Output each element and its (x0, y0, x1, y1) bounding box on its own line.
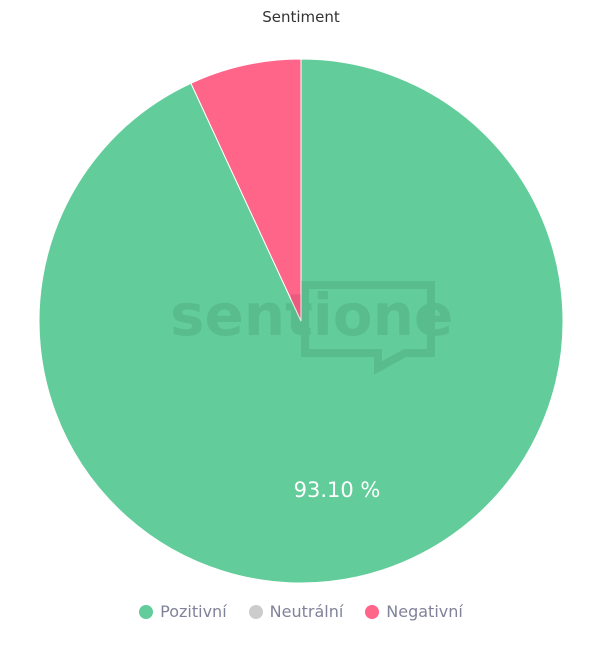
watermark-text: sentione (170, 281, 453, 349)
legend-item-positive[interactable]: Pozitivní (139, 602, 227, 621)
legend-marker-positive (139, 604, 154, 619)
pie-chart: sentione 93.10 % (38, 58, 564, 584)
legend-marker-neutral (248, 604, 263, 619)
legend-label-neutral: Neutrální (269, 602, 344, 621)
legend-item-neutral[interactable]: Neutrální (248, 602, 344, 621)
legend-label-positive: Pozitivní (160, 602, 227, 621)
data-label-positive: 93.10 % (294, 478, 381, 502)
slice-negative[interactable] (190, 58, 302, 322)
legend-label-negative: Negativní (386, 602, 463, 621)
watermark-bubble (301, 281, 435, 375)
legend: Pozitivní Neutrální Negativní (0, 602, 602, 621)
legend-marker-negative (365, 604, 380, 619)
chart-title: Sentiment (262, 8, 340, 26)
watermark-logo: sentione (170, 281, 453, 375)
legend-item-negative[interactable]: Negativní (365, 602, 463, 621)
